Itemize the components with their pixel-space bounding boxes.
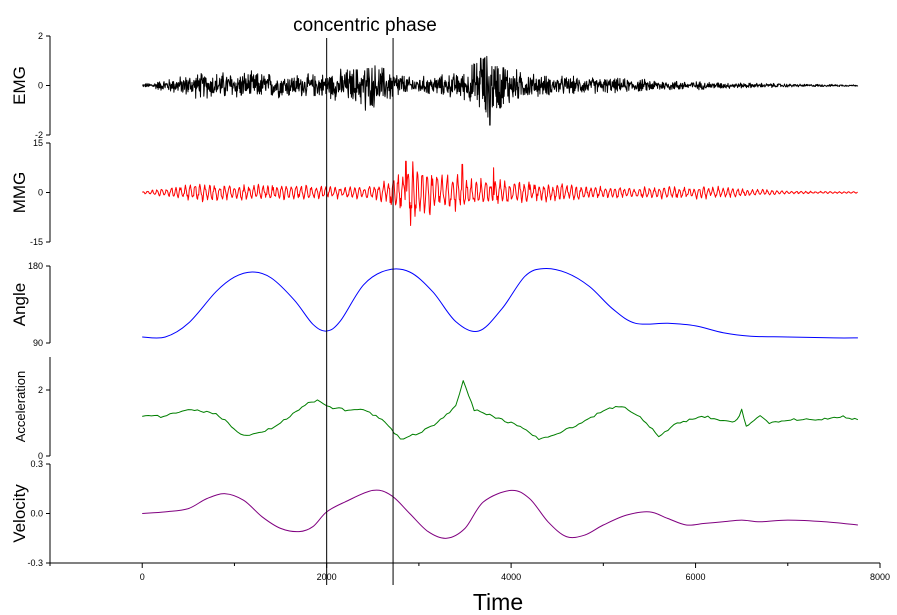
- emg-y-axis-label: EMG: [10, 66, 29, 105]
- velocity-series-line: [142, 489, 858, 539]
- panel-emg: -2 0 2 EMG: [10, 31, 859, 140]
- panel-acceleration: 0 2 Acceleration: [13, 357, 859, 461]
- angle-y-tick-label: 90: [33, 338, 43, 348]
- annotation-concentric-phase: concentric phase: [293, 15, 437, 36]
- angle-series-line: [142, 267, 858, 339]
- panel-angle: 90 180 Angle: [10, 261, 858, 348]
- angle-y-axis-label: Angle: [10, 283, 29, 326]
- emg-y-tick-label: 2: [38, 31, 43, 41]
- emg-y-tick-label: -2: [35, 130, 43, 140]
- acceleration-y-tick-label: 0: [38, 451, 43, 461]
- emg-y-tick-label: 0: [38, 81, 43, 91]
- acceleration-y-tick-label: 2: [38, 385, 43, 395]
- mmg-series-line: [142, 160, 858, 226]
- chart-panels: -2 0 2 EMG -15 0 15 MMG 90 180 Angle 0 2 Acceleration…: [10, 31, 859, 568]
- mmg-y-tick-label: 15: [33, 138, 43, 148]
- velocity-y-tick-label: 0.0: [30, 509, 43, 519]
- x-axis: 0 2000 4000 6000 8000: [49, 562, 890, 582]
- mmg-y-tick-label: -15: [30, 237, 43, 247]
- velocity-y-tick-label: 0.3: [30, 459, 43, 469]
- acceleration-y-axis-label: Acceleration: [13, 371, 28, 443]
- angle-y-tick-label: 180: [28, 261, 43, 271]
- mmg-y-axis-label: MMG: [10, 172, 29, 214]
- x-tick-label: 0: [140, 572, 145, 582]
- x-tick-label: 8000: [870, 572, 890, 582]
- velocity-y-axis-label: Velocity: [10, 484, 29, 543]
- x-axis-label: Time: [473, 589, 523, 615]
- panel-velocity: -0.3 0.0 0.3 Velocity: [10, 459, 858, 568]
- acceleration-series-line: [142, 380, 859, 441]
- mmg-y-tick-label: 0: [38, 188, 43, 198]
- panel-mmg: -15 0 15 MMG: [10, 138, 858, 247]
- emg-series-line: [142, 55, 859, 126]
- x-tick-label: 6000: [686, 572, 706, 582]
- x-tick-label: 4000: [501, 572, 521, 582]
- velocity-y-tick-label: -0.3: [27, 558, 43, 568]
- phase-marker-lines: [326, 38, 394, 585]
